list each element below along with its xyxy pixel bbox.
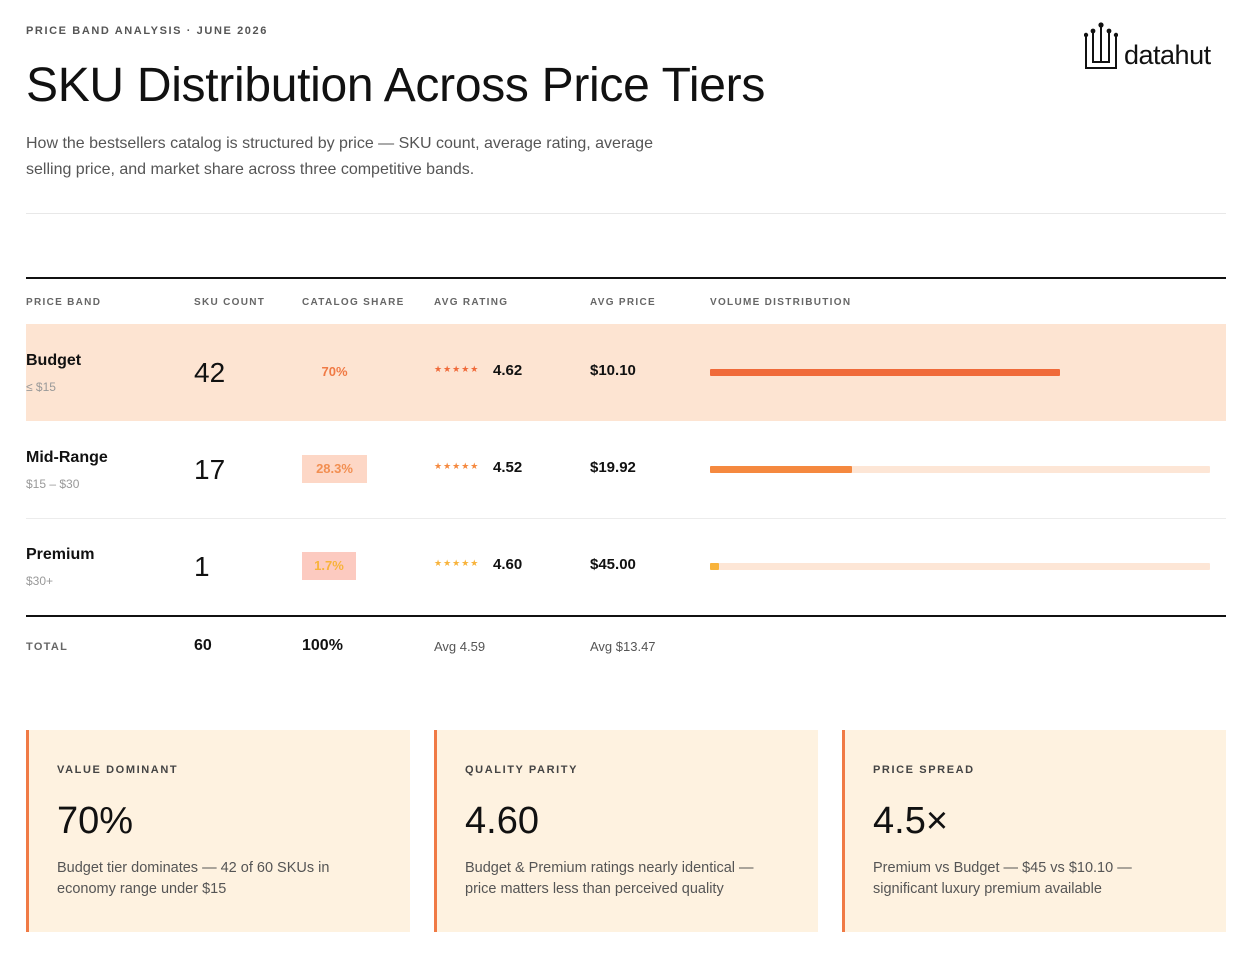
report-eyebrow: PRICE BAND ANALYSIS · JUNE 2026 bbox=[26, 25, 268, 37]
table-top-rule bbox=[26, 277, 1226, 279]
band-name: Premium bbox=[26, 546, 95, 563]
catalog-share-badge: 28.3% bbox=[302, 455, 367, 483]
page-title: SKU Distribution Across Price Tiers bbox=[26, 59, 766, 112]
rating-stars-icon: ★★★★★ bbox=[434, 461, 480, 471]
row-divider bbox=[26, 518, 1226, 519]
total-avg-rating: Avg 4.59 bbox=[434, 639, 486, 654]
volume-bar-fill bbox=[710, 369, 1060, 376]
volume-bar-track bbox=[710, 563, 1210, 570]
card-description: Budget & Premium ratings nearly identica… bbox=[465, 860, 754, 897]
avg-rating: 4.60 bbox=[493, 556, 523, 573]
datahut-logo-icon bbox=[1084, 22, 1118, 69]
table-row-budget: Budget ≤ $15 42 70% ★★★★★ 4.62 $10.10 bbox=[26, 324, 1226, 421]
total-avg-price: Avg $13.47 bbox=[590, 639, 656, 654]
card-label: QUALITY PARITY bbox=[465, 764, 579, 776]
volume-bar-track bbox=[710, 466, 1210, 473]
volume-bar-track bbox=[710, 369, 1210, 376]
col-header-sku-count: SKU COUNT bbox=[194, 297, 266, 308]
insight-card-value-dominant: VALUE DOMINANT 70% Budget tier dominates… bbox=[26, 730, 410, 932]
avg-price: $19.92 bbox=[590, 459, 636, 476]
col-header-avg-rating: AVG RATING bbox=[434, 297, 509, 308]
card-label: PRICE SPREAD bbox=[873, 764, 975, 776]
logo-text: datahut bbox=[1124, 40, 1211, 70]
total-share: 100% bbox=[302, 637, 343, 654]
page-subtitle: How the bestsellers catalog is structure… bbox=[26, 135, 653, 178]
total-label: TOTAL bbox=[26, 641, 69, 653]
card-description: Budget tier dominates — 42 of 60 SKUs in… bbox=[57, 860, 330, 897]
volume-bar-fill bbox=[710, 466, 852, 473]
col-header-volume-distribution: VOLUME DISTRIBUTION bbox=[710, 297, 852, 308]
avg-rating: 4.52 bbox=[493, 459, 523, 476]
volume-bar-fill bbox=[710, 563, 719, 570]
insight-card-quality-parity: QUALITY PARITY 4.60 Budget & Premium rat… bbox=[434, 730, 818, 932]
col-header-avg-price: AVG PRICE bbox=[590, 297, 656, 308]
rating-stars-icon: ★★★★★ bbox=[434, 558, 480, 568]
sku-count: 42 bbox=[194, 357, 226, 388]
band-range: ≤ $15 bbox=[26, 380, 56, 394]
catalog-share-badge: 1.7% bbox=[302, 552, 356, 580]
avg-price: $10.10 bbox=[590, 362, 636, 379]
card-description: Premium vs Budget — $45 vs $10.10 — sign… bbox=[873, 860, 1132, 897]
table-row-premium: Premium $30+ 1 1.7% ★★★★★ 4.60 $45.00 bbox=[26, 518, 1226, 615]
avg-price: $45.00 bbox=[590, 556, 636, 573]
card-value: 4.5× bbox=[873, 800, 949, 842]
band-range: $15 – $30 bbox=[26, 477, 80, 491]
total-sku-count: 60 bbox=[194, 637, 212, 654]
band-range: $30+ bbox=[26, 574, 54, 588]
card-label: VALUE DOMINANT bbox=[57, 764, 179, 776]
sku-count: 1 bbox=[194, 551, 210, 582]
insight-card-price-spread: PRICE SPREAD 4.5× Premium vs Budget — $4… bbox=[842, 730, 1226, 932]
avg-rating: 4.62 bbox=[493, 362, 523, 379]
datahut-logo[interactable]: datahut bbox=[1084, 22, 1226, 70]
sku-count: 17 bbox=[194, 454, 226, 485]
table-bottom-rule bbox=[26, 615, 1226, 617]
card-value: 70% bbox=[57, 800, 134, 842]
rating-stars-icon: ★★★★★ bbox=[434, 364, 480, 374]
table-row-mid-range: Mid-Range $15 – $30 17 28.3% ★★★★★ 4.52 … bbox=[26, 421, 1226, 518]
catalog-share-badge: 70% bbox=[321, 364, 348, 379]
card-value: 4.60 bbox=[465, 800, 539, 842]
header-divider bbox=[26, 213, 1226, 214]
col-header-price-band: PRICE BAND bbox=[26, 297, 102, 308]
band-name: Mid-Range bbox=[26, 449, 108, 466]
col-header-catalog-share: CATALOG SHARE bbox=[302, 297, 405, 308]
band-name: Budget bbox=[26, 352, 82, 369]
